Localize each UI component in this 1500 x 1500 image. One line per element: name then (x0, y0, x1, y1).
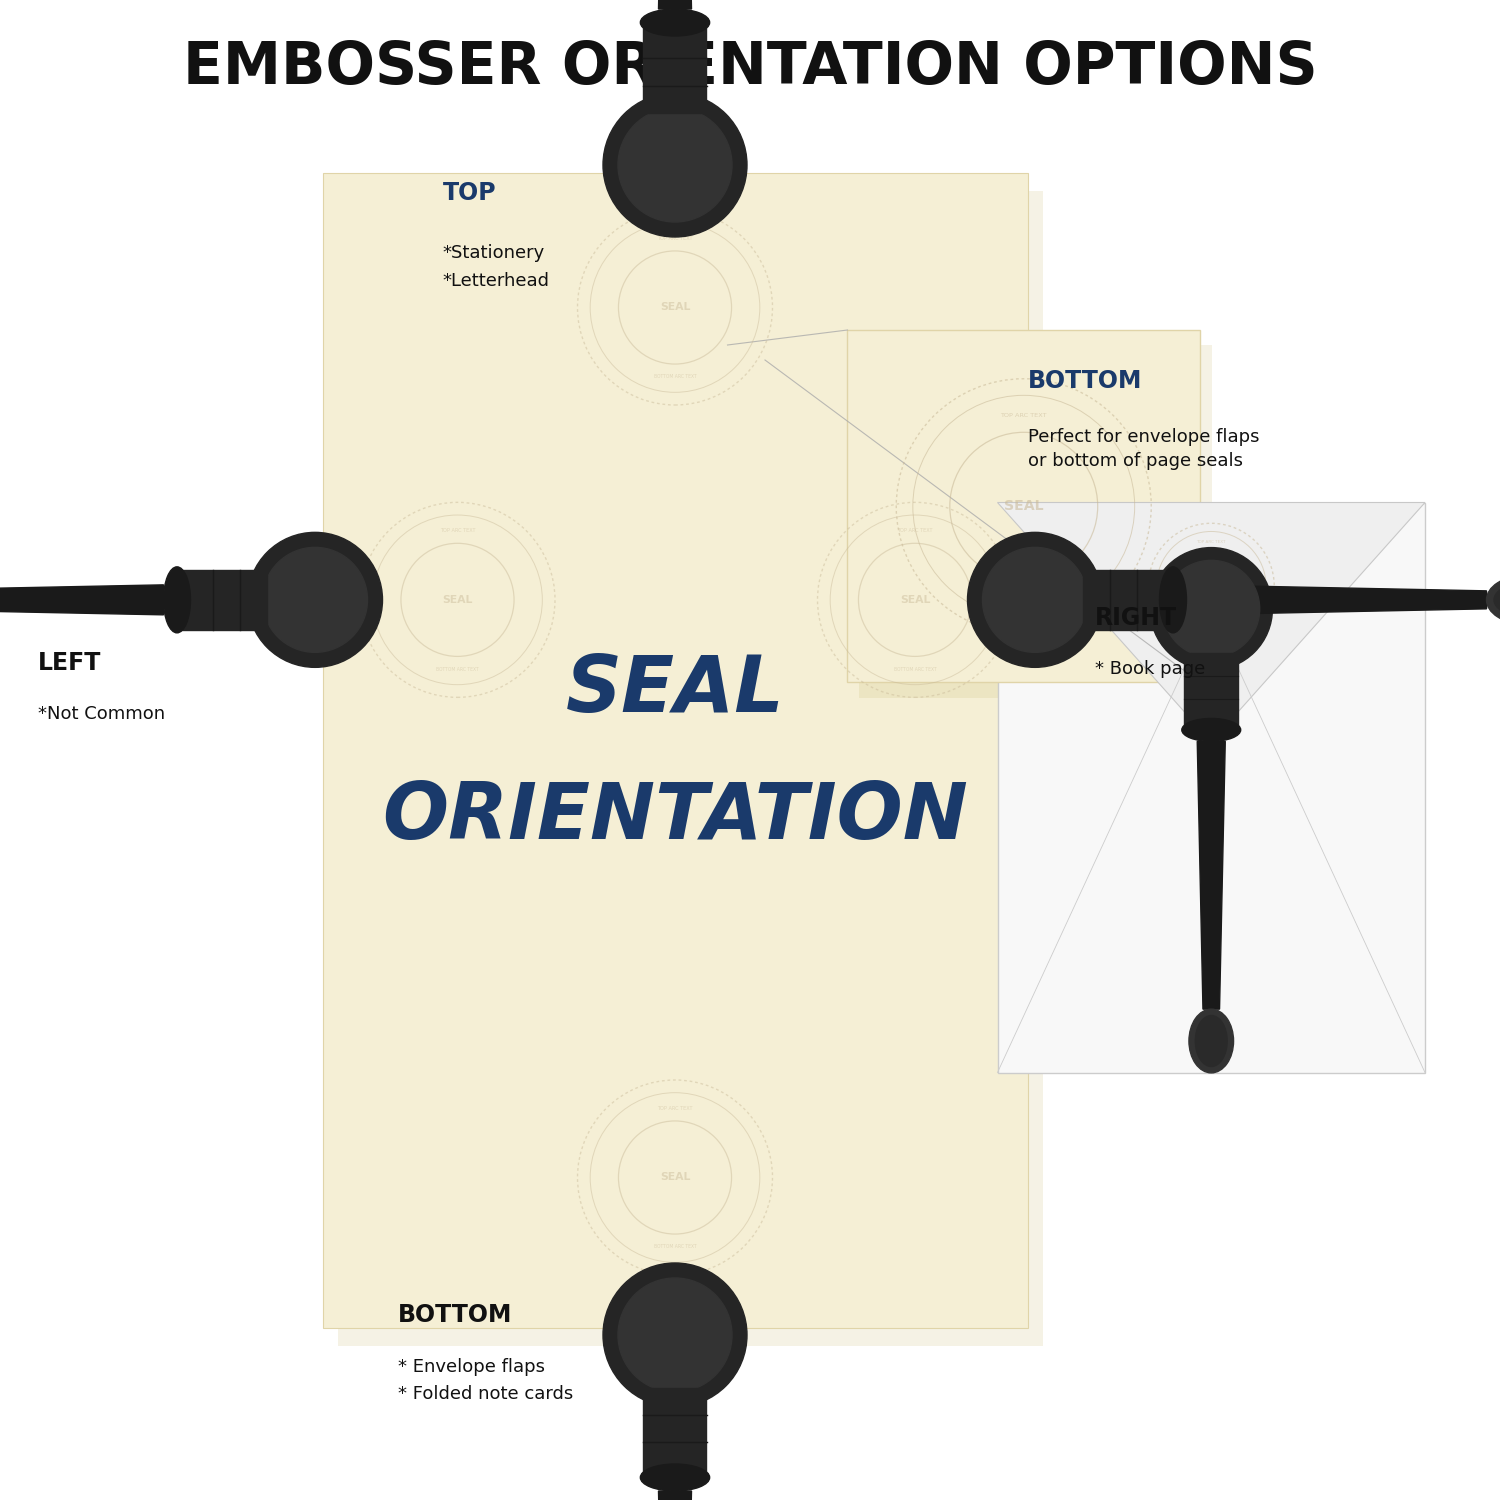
Text: SEAL: SEAL (1202, 584, 1221, 590)
Ellipse shape (1190, 1010, 1233, 1072)
Text: SEAL: SEAL (566, 652, 784, 728)
Circle shape (248, 532, 382, 668)
Text: TOP: TOP (442, 182, 497, 206)
Text: EMBOSSER ORIENTATION OPTIONS: EMBOSSER ORIENTATION OPTIONS (183, 39, 1317, 96)
Text: RIGHT: RIGHT (1095, 606, 1178, 630)
Polygon shape (1197, 741, 1225, 1010)
Text: BOTTOM: BOTTOM (1028, 369, 1142, 393)
FancyBboxPatch shape (338, 190, 1042, 1346)
Polygon shape (998, 503, 1425, 742)
Text: BOTTOM: BOTTOM (398, 1304, 512, 1328)
FancyBboxPatch shape (859, 345, 1212, 698)
Text: TOP ARC TEXT: TOP ARC TEXT (657, 236, 693, 242)
Ellipse shape (1182, 718, 1240, 741)
Ellipse shape (1486, 576, 1500, 624)
Text: TOP ARC TEXT: TOP ARC TEXT (1197, 540, 1225, 543)
Text: BOTTOM ARC TEXT: BOTTOM ARC TEXT (654, 374, 696, 380)
Circle shape (618, 108, 732, 222)
Polygon shape (0, 585, 164, 615)
Text: BOTTOM ARC TEXT: BOTTOM ARC TEXT (654, 1244, 696, 1250)
Text: *Not Common: *Not Common (38, 705, 165, 723)
Text: BOTTOM ARC TEXT: BOTTOM ARC TEXT (996, 594, 1052, 600)
Text: TOP ARC TEXT: TOP ARC TEXT (440, 528, 476, 532)
Text: SEAL: SEAL (660, 1173, 690, 1182)
Ellipse shape (1160, 567, 1186, 633)
Polygon shape (658, 1491, 692, 1500)
Text: Perfect for envelope flaps
or bottom of page seals: Perfect for envelope flaps or bottom of … (1028, 427, 1258, 471)
Bar (644, 1388, 706, 1478)
Circle shape (982, 548, 1088, 652)
Text: *Stationery
*Letterhead: *Stationery *Letterhead (442, 244, 549, 291)
Circle shape (603, 93, 747, 237)
Text: BOTTOM ARC TEXT: BOTTOM ARC TEXT (894, 666, 936, 672)
FancyBboxPatch shape (998, 503, 1425, 1072)
Circle shape (618, 1278, 732, 1392)
FancyBboxPatch shape (847, 330, 1200, 682)
Circle shape (1150, 548, 1272, 670)
Text: BOTTOM ARC TEXT: BOTTOM ARC TEXT (436, 666, 478, 672)
Circle shape (603, 1263, 747, 1407)
Text: LEFT: LEFT (38, 651, 100, 675)
Ellipse shape (1196, 1016, 1227, 1066)
Circle shape (1162, 561, 1260, 657)
Circle shape (968, 532, 1102, 668)
Polygon shape (1186, 585, 1486, 615)
Circle shape (262, 548, 368, 652)
Text: BOTTOM ARC TEXT: BOTTOM ARC TEXT (1192, 628, 1230, 633)
Text: TOP ARC TEXT: TOP ARC TEXT (657, 1106, 693, 1112)
Ellipse shape (1494, 584, 1500, 616)
Ellipse shape (640, 9, 710, 36)
Bar (1083, 570, 1173, 630)
Text: * Envelope flaps
* Folded note cards: * Envelope flaps * Folded note cards (398, 1358, 573, 1404)
Text: SEAL: SEAL (1004, 500, 1044, 513)
Ellipse shape (640, 1464, 710, 1491)
Bar (177, 570, 267, 630)
Text: SEAL: SEAL (900, 596, 930, 604)
Text: SEAL: SEAL (660, 303, 690, 312)
Text: ORIENTATION: ORIENTATION (382, 780, 968, 855)
Bar (644, 22, 706, 112)
FancyBboxPatch shape (322, 172, 1028, 1328)
Text: SEAL: SEAL (442, 596, 472, 604)
Text: TOP ARC TEXT: TOP ARC TEXT (1000, 413, 1047, 419)
Text: * Book page: * Book page (1095, 660, 1206, 678)
Text: TOP ARC TEXT: TOP ARC TEXT (897, 528, 933, 532)
Polygon shape (658, 0, 692, 9)
Ellipse shape (164, 567, 190, 633)
Bar (1185, 654, 1237, 730)
